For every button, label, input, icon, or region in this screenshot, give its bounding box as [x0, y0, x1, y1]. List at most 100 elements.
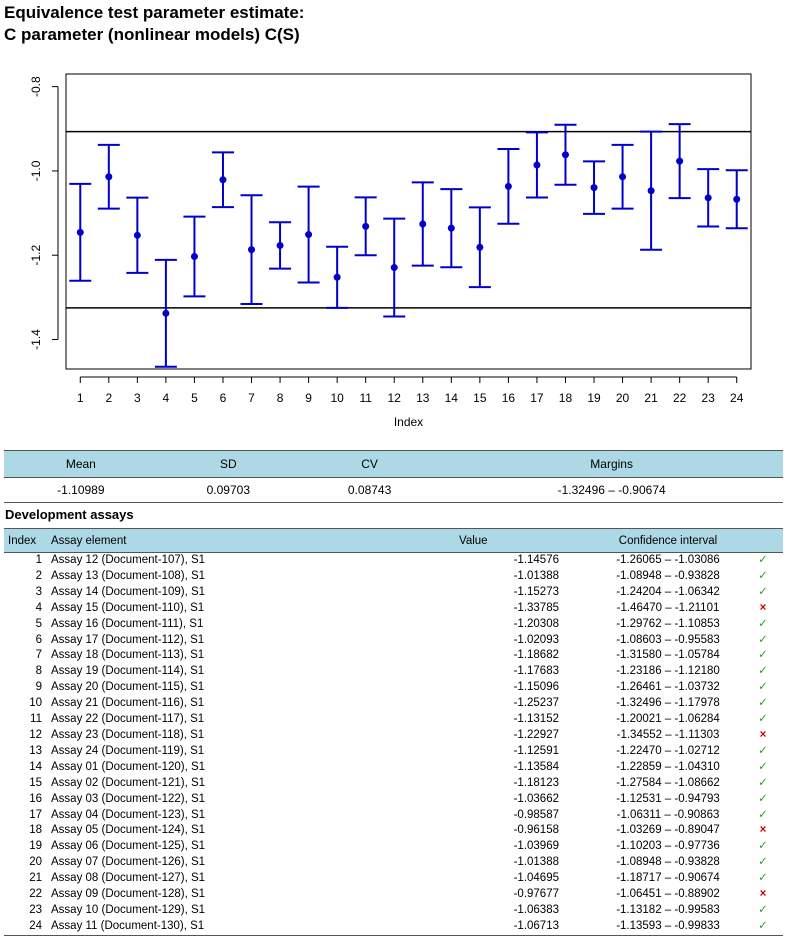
- pass-check-icon: ✓: [758, 903, 768, 916]
- row-element: Assay 19 (Document-114), S1: [51, 665, 205, 678]
- chart-title: Equivalence test parameter estimate: C p…: [4, 2, 304, 46]
- table-row: 14 Assay 01 (Document-120), S1 -1.13584 -1.…: [4, 760, 783, 776]
- data-point: [133, 231, 141, 239]
- row-ci: -1.10203 – -0.97736: [616, 840, 720, 853]
- summary-mean: -1.10989: [4, 477, 158, 503]
- table-row: 17 Assay 04 (Document-123), S1 -0.98587 -1.…: [4, 808, 783, 824]
- data-point: [733, 195, 741, 203]
- row-value: -1.17683: [513, 665, 559, 678]
- row-element: Assay 06 (Document-125), S1: [51, 840, 206, 853]
- row-element: Assay 10 (Document-129), S1: [51, 903, 206, 916]
- table-row: 5 Assay 16 (Document-111), S1 -1.20308 -1.2…: [4, 617, 783, 633]
- x-tick-label: 6: [220, 391, 227, 405]
- row-ci: -1.29762 – -1.10853: [616, 617, 720, 630]
- table-row: 21 Assay 08 (Document-127), S1 -1.04695 -1.…: [4, 871, 783, 887]
- x-tick-label: 21: [644, 391, 658, 405]
- row-index: 18: [29, 824, 42, 837]
- row-element: Assay 08 (Document-127), S1: [51, 872, 206, 885]
- row-value: -1.15273: [513, 585, 559, 598]
- pass-check-icon: ✓: [758, 617, 768, 630]
- row-value: -1.15096: [513, 681, 559, 694]
- summary-header-mean: Mean: [4, 450, 158, 478]
- data-point: [248, 246, 256, 254]
- summary-cv: 0.08743: [298, 477, 441, 503]
- row-ci: -1.32496 – -1.17978: [616, 697, 720, 710]
- x-tick-label: 2: [105, 391, 112, 405]
- data-point: [162, 309, 170, 317]
- pass-check-icon: ✓: [758, 633, 768, 646]
- table-row: 22 Assay 09 (Document-128), S1 -0.97677 -1.…: [4, 887, 783, 903]
- row-ci: -1.06311 – -0.90863: [616, 808, 720, 821]
- y-tick-label: -0.8: [29, 76, 43, 97]
- data-point: [533, 161, 541, 169]
- row-element: Assay 09 (Document-128), S1: [51, 888, 206, 901]
- row-element: Assay 14 (Document-109), S1: [51, 585, 206, 598]
- x-tick-label: 22: [673, 391, 687, 405]
- row-index: 19: [29, 840, 42, 853]
- fail-cross-icon: ×: [759, 824, 767, 837]
- row-index: 22: [29, 888, 42, 901]
- fail-cross-icon: ×: [759, 888, 767, 901]
- x-tick-label: 18: [559, 391, 573, 405]
- dev-header-index: Index: [4, 528, 47, 553]
- row-value: -1.25237: [513, 697, 559, 710]
- fail-cross-icon: ×: [759, 728, 767, 741]
- row-index: 10: [29, 697, 42, 710]
- row-value: -0.96158: [513, 824, 559, 837]
- data-point: [362, 222, 370, 230]
- row-ci: -1.03269 – -0.89047: [616, 824, 720, 837]
- pass-check-icon: ✓: [758, 665, 768, 678]
- row-ci: -1.34552 – -1.11303: [616, 728, 720, 741]
- pass-check-icon: ✓: [758, 840, 768, 853]
- pass-check-icon: ✓: [758, 649, 768, 662]
- row-ci: -1.08948 – -0.93828: [616, 569, 720, 582]
- row-index: 20: [29, 856, 42, 869]
- data-point: [76, 228, 84, 236]
- data-point: [390, 264, 398, 272]
- row-element: Assay 02 (Document-121), S1: [51, 776, 206, 789]
- row-index: 4: [35, 601, 42, 614]
- pass-check-icon: ✓: [758, 872, 768, 885]
- summary-header-margins: Margins: [440, 450, 783, 478]
- data-point: [704, 194, 712, 202]
- row-index: 13: [29, 744, 42, 757]
- row-index: 11: [30, 713, 42, 726]
- data-point: [276, 241, 284, 249]
- development-title: Development assays: [5, 507, 134, 522]
- summary-sd: 0.09703: [157, 477, 299, 503]
- data-point: [676, 157, 684, 165]
- dev-header-element: Assay element: [47, 528, 459, 553]
- x-tick-label: 23: [702, 391, 716, 405]
- x-tick-label: 19: [587, 391, 601, 405]
- row-ci: -1.31580 – -1.05784: [616, 649, 720, 662]
- table-row: 10 Assay 21 (Document-116), S1 -1.25237 -1.…: [4, 696, 783, 712]
- pass-check-icon: ✓: [758, 808, 768, 821]
- row-index: 21: [29, 872, 42, 885]
- table-row: 3 Assay 14 (Document-109), S1 -1.15273 -1.2…: [4, 585, 783, 601]
- row-index: 23: [29, 903, 42, 916]
- row-index: 2: [35, 569, 42, 582]
- dev-header-ci: Confidence interval: [593, 528, 743, 553]
- pass-check-icon: ✓: [758, 697, 768, 710]
- row-index: 17: [29, 808, 42, 821]
- row-ci: -1.23186 – -1.12180: [616, 665, 720, 678]
- row-element: Assay 24 (Document-119), S1: [51, 744, 205, 757]
- row-ci: -1.08603 – -0.95583: [616, 633, 720, 646]
- pass-check-icon: ✓: [758, 585, 768, 598]
- fail-cross-icon: ×: [759, 601, 767, 614]
- row-ci: -1.12531 – -0.94793: [616, 792, 720, 805]
- row-value: -1.01388: [513, 569, 559, 582]
- x-tick-label: 14: [445, 391, 459, 405]
- row-element: Assay 07 (Document-126), S1: [51, 856, 206, 869]
- data-point: [333, 273, 341, 281]
- x-tick-label: 13: [416, 391, 430, 405]
- row-ci: -1.46470 – -1.21101: [616, 601, 720, 614]
- x-tick-label: 15: [473, 391, 487, 405]
- data-point: [105, 173, 113, 181]
- x-tick-label: 1: [77, 391, 84, 405]
- x-tick-label: 17: [530, 391, 544, 405]
- data-point: [219, 176, 227, 184]
- summary-table: Mean SD CV Margins -1.10989 0.09703 0.08…: [4, 450, 783, 503]
- summary-header-sd: SD: [157, 450, 299, 478]
- row-element: Assay 05 (Document-124), S1: [51, 824, 206, 837]
